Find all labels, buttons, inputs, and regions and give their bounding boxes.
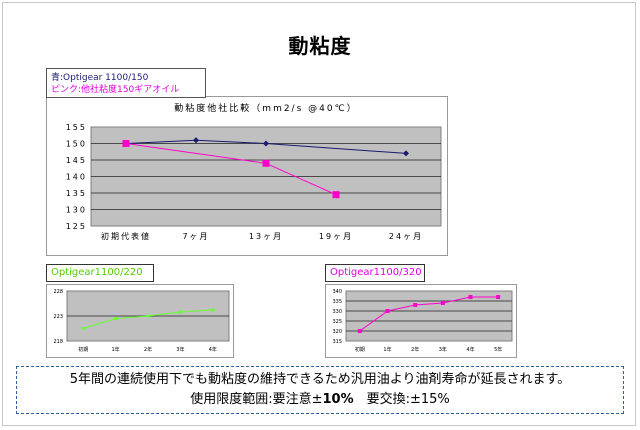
data-point: [178, 310, 182, 314]
x-tick-label: 24ヶ月: [389, 232, 423, 241]
legend-competitor: ピンク:他社粘度150ギアオイル: [51, 85, 180, 95]
x-tick-label: 1年: [383, 346, 391, 353]
y-tick-label: 330: [332, 309, 342, 315]
main-chart-area: 動粘度他社比較（mm2/s @40℃） 155 150 145 140 135 130 125…: [46, 96, 448, 256]
x-tick-label: 2年: [144, 346, 152, 353]
x-tick-label: 初期代表値: [101, 231, 151, 241]
note-line-1: 5年間の連続使用下でも動粘度の維持できるため汎用油より油剤寿命が延長されます。: [69, 372, 571, 387]
x-tick-label: 1年: [112, 346, 120, 353]
series-line: [359, 296, 499, 332]
x-tick-label: 4年: [466, 346, 474, 353]
y-tick-label: 228: [53, 289, 63, 295]
data-point: [81, 327, 85, 330]
data-point: [496, 295, 501, 299]
legend-optigear: 青:Optigear 1100/150: [51, 73, 149, 83]
data-point: [403, 150, 409, 157]
note-limit-value: 10%: [322, 392, 354, 407]
y-tick-label: 150: [66, 139, 87, 148]
x-tick-label: 4年: [209, 346, 217, 353]
y-tick-label: 145: [66, 156, 87, 165]
chart-320-area: 340 335 330 325 320 315 初期 1年 2年 3年 4年 5年: [325, 284, 517, 358]
plot-area: [345, 290, 513, 342]
x-tick-label: 13ヶ月: [249, 232, 283, 241]
y-tick-label: 223: [53, 314, 63, 320]
data-point: [413, 303, 418, 307]
x-tick-label: 初期: [355, 346, 365, 353]
main-legend: 青:Optigear 1100/150 ピンク:他社粘度150ギアオイル: [46, 68, 206, 98]
y-tick-label: 320: [332, 329, 342, 335]
data-point: [385, 309, 390, 313]
slide-frame: [2, 2, 636, 426]
y-tick-label: 125: [66, 222, 87, 231]
y-tick-label: 218: [53, 339, 63, 345]
page-title: 動粘度: [288, 34, 352, 58]
note-limit-label: 使用限度範囲:要注意±: [190, 392, 323, 407]
chart-220-area: 228 223 218 初期 1年 2年 3年 4年: [46, 284, 234, 358]
x-tick-label: 7ヶ月: [182, 232, 209, 241]
x-tick-label: 初期: [78, 346, 88, 353]
data-point: [211, 308, 215, 312]
x-tick-label: 5年: [494, 346, 502, 353]
data-point: [332, 191, 340, 199]
data-point: [146, 314, 150, 318]
chart-220: 228 223 218 初期 1年 2年 3年 4年: [53, 289, 230, 353]
data-point: [262, 159, 270, 167]
chart-320: 340 335 330 325 320 315 初期 1年 2年 3年 4年 5年: [332, 289, 513, 353]
data-point: [122, 140, 130, 147]
y-tick-label: 155: [66, 123, 87, 132]
chart-title: 動粘度他社比較（mm2/s @40℃）: [174, 102, 357, 114]
y-tick-label: 135: [66, 189, 87, 198]
data-point: [468, 295, 473, 299]
note-exchange: 要交換:±15%: [353, 392, 450, 407]
x-tick-label: 19ヶ月: [319, 232, 353, 241]
data-point: [193, 137, 199, 144]
x-tick-label: 3年: [176, 346, 184, 353]
chart-220-title: Optigear1100/220: [46, 264, 154, 282]
data-point: [263, 140, 269, 147]
y-tick-label: 335: [332, 299, 342, 305]
chart-320-title: Optigear1100/320: [325, 264, 425, 282]
y-tick-label: 130: [66, 205, 87, 214]
note-line-2: 使用限度範囲:要注意±10% 要交換:±15%: [17, 390, 623, 410]
data-point: [114, 317, 118, 320]
y-tick-label: 315: [332, 339, 342, 345]
y-tick-label: 340: [332, 289, 342, 295]
data-point: [357, 329, 362, 333]
y-tick-label: 140: [66, 172, 87, 181]
y-tick-label: 325: [332, 319, 342, 325]
x-tick-label: 2年: [411, 346, 419, 353]
summary-note: 5年間の連続使用下でも動粘度の維持できるため汎用油より油剤寿命が延長されます。 …: [16, 366, 624, 414]
main-chart: 動粘度他社比較（mm2/s @40℃） 155 150 145 140 135 130 125…: [66, 102, 442, 241]
x-tick-label: 3年: [439, 346, 447, 353]
series-line: [125, 139, 407, 154]
data-point: [440, 301, 445, 305]
